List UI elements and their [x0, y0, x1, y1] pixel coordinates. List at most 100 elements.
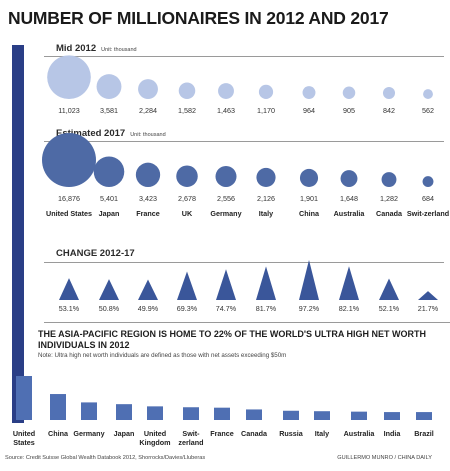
source-note: Source: Credit Suisse Global Wealth Data… [5, 455, 206, 461]
change-triangle-canada [379, 278, 399, 300]
mid2012-bubble-japan [96, 74, 122, 99]
uhnw-bar-australia [351, 411, 367, 420]
uhnw-label-canada: Canada [241, 429, 267, 438]
uhnw-bar-united-states [16, 376, 32, 420]
uhnw-label-italy: Italy [314, 429, 330, 438]
change-triangle-japan [99, 279, 119, 300]
asia-headline: THE ASIA-PACIFIC REGION IS HOME TO 22% O… [38, 329, 426, 350]
change-triangle-australia [339, 266, 359, 300]
est2017-value-france: 3,423 [139, 194, 157, 203]
country-label-france: France [136, 209, 160, 218]
mid2012-bubble-australia [342, 86, 356, 99]
est2017-bubble-united-states [42, 133, 96, 187]
mid2012-value-germany: 1,463 [217, 106, 235, 115]
est2017-bubble-france [135, 162, 161, 187]
country-label-uk: UK [181, 209, 193, 218]
asia-note: Note: Ultra high net worth individuals a… [38, 352, 287, 359]
uhnw-label-united-kingdom: United Kingdom [139, 429, 171, 447]
change-triangle-italy [256, 266, 276, 300]
mid2012-bubble-switzerland [423, 89, 433, 100]
mid2012-unit: Unit: thousand [101, 47, 137, 53]
change-value-switzerland: 21.7% [417, 304, 439, 313]
est2017-value-china: 1,901 [300, 194, 318, 203]
mid2012-bubble-united-states [47, 55, 91, 99]
mid2012-value-japan: 3,581 [100, 106, 118, 115]
est2017-value-switzerland: 684 [422, 194, 434, 203]
change-triangle-united-states [59, 278, 79, 300]
uhnw-bar-switzerland [183, 407, 199, 420]
change-triangle-germany [216, 269, 236, 300]
country-label-canada: Canada [376, 209, 402, 218]
country-label-switzerland: Swit-zerland [406, 209, 450, 218]
mid2012-bubble-germany [218, 83, 234, 99]
change-rule [44, 262, 444, 263]
uhnw-label-switzerland: Swit-zerland [178, 429, 204, 447]
uhnw-bar-russia [283, 410, 299, 420]
change-value-uk: 69.3% [176, 304, 198, 313]
est2017-bubble-uk [176, 165, 198, 188]
asia-rule [44, 322, 450, 323]
country-label-australia: Australia [333, 209, 365, 218]
credit-note: GUILLERMO MUNRO / CHINA DAILY [337, 455, 432, 461]
change-value-china: 97.2% [298, 304, 320, 313]
mid2012-bubble-china [302, 86, 316, 99]
change-triangle-uk [177, 271, 197, 300]
est2017-bubble-switzerland [422, 176, 434, 188]
est2017-value-japan: 5,401 [100, 194, 118, 203]
est2017-value-uk: 2,678 [178, 194, 196, 203]
uhnw-bar-japan [116, 404, 132, 420]
change-value-australia: 82.1% [338, 304, 360, 313]
change-value-japan: 50.8% [98, 304, 120, 313]
mid2012-value-canada: 842 [383, 106, 395, 115]
country-label-germany: Germany [210, 209, 242, 218]
est2017-value-australia: 1,648 [340, 194, 358, 203]
uhnw-bar-brazil [416, 412, 432, 420]
est2017-bubble-germany [215, 165, 237, 188]
mid2012-value-france: 2,284 [139, 106, 157, 115]
uhnw-bar-united-kingdom [147, 406, 163, 420]
uhnw-label-australia: Australia [343, 429, 375, 438]
country-label-china: China [299, 209, 319, 218]
uhnw-bar-france [214, 407, 230, 420]
uhnw-label-russia: Russia [279, 429, 303, 438]
country-label-japan: Japan [98, 209, 120, 218]
est2017-value-united-states: 16,876 [58, 194, 80, 203]
est2017-unit: Unit: thousand [130, 132, 166, 138]
est2017-rule [44, 141, 444, 142]
mid2012-value-uk: 1,582 [178, 106, 196, 115]
change-triangle-france [138, 279, 158, 300]
country-label-italy: Italy [258, 209, 274, 218]
mid2012-rule [44, 56, 444, 57]
mid2012-bubble-france [138, 79, 158, 99]
change-triangle-switzerland [418, 291, 438, 300]
uhnw-label-brazil: Brazil [414, 429, 434, 438]
mid2012-value-italy: 1,170 [257, 106, 275, 115]
change-triangle-china [299, 260, 319, 300]
est2017-heading: Estimated 2017 Unit: thousand [56, 128, 166, 139]
uhnw-bar-italy [314, 411, 330, 420]
change-value-france: 49.9% [137, 304, 159, 313]
change-heading: CHANGE 2012-17 [56, 248, 135, 259]
est2017-bubble-japan [93, 156, 125, 187]
uhnw-bar-india [384, 412, 400, 420]
mid2012-bubble-canada [382, 86, 396, 100]
mid2012-value-china: 964 [303, 106, 315, 115]
country-label-united-states: United States [46, 209, 92, 218]
uhnw-bar-china [50, 394, 66, 420]
mid2012-heading: Mid 2012 Unit: thousand [56, 43, 137, 54]
uhnw-label-germany: Germany [73, 429, 105, 438]
est2017-bubble-italy [256, 167, 276, 187]
mid2012-bubble-italy [258, 84, 274, 99]
uhnw-label-japan: Japan [113, 429, 135, 438]
mid2012-value-united-states: 11,023 [58, 106, 80, 115]
uhnw-bar-canada [246, 409, 262, 420]
uhnw-label-china: China [48, 429, 68, 438]
est2017-bubble-canada [381, 172, 397, 187]
est2017-value-canada: 1,282 [380, 194, 398, 203]
uhnw-label-france: France [210, 429, 234, 438]
mid2012-label: Mid 2012 [56, 43, 97, 54]
est2017-bubble-australia [340, 170, 358, 187]
